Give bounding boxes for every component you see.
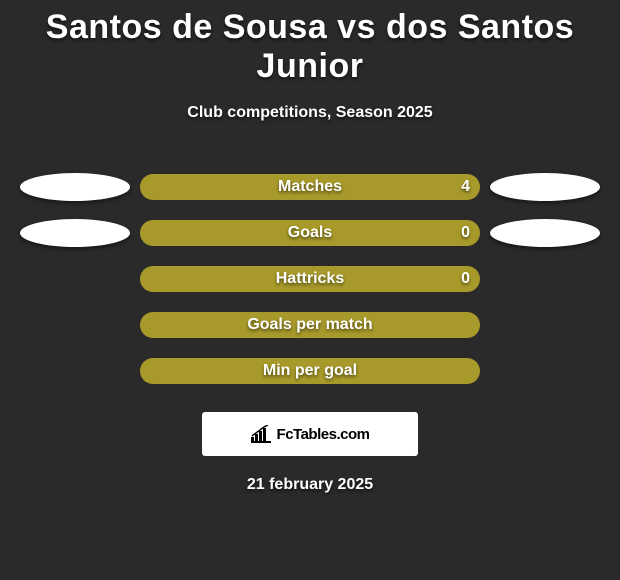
page-subtitle: Club competitions, Season 2025: [0, 104, 620, 122]
stat-row: Goals per match: [0, 302, 620, 348]
left-ellipse: [20, 173, 130, 201]
stat-label: Matches: [278, 178, 342, 196]
stat-bar: Goals per match: [140, 312, 480, 338]
stat-label: Hattricks: [276, 270, 344, 288]
stat-row: Goals 0: [0, 210, 620, 256]
stat-row: Min per goal: [0, 348, 620, 394]
stat-value: 0: [461, 224, 470, 242]
stat-rows: Matches 4 Goals 0 Hattricks 0 Goals: [0, 164, 620, 394]
stat-label: Min per goal: [263, 362, 357, 380]
comparison-card: Santos de Sousa vs dos Santos Junior Clu…: [0, 0, 620, 494]
brand-badge: FcTables.com: [202, 412, 418, 456]
stat-row: Matches 4: [0, 164, 620, 210]
stat-bar: Goals 0: [140, 220, 480, 246]
stat-value: 0: [461, 270, 470, 288]
stat-value: 4: [461, 178, 470, 196]
brand-text: FcTables.com: [277, 426, 370, 443]
right-ellipse: [490, 219, 600, 247]
right-ellipse: [490, 173, 600, 201]
stat-bar: Hattricks 0: [140, 266, 480, 292]
stat-bar: Matches 4: [140, 174, 480, 200]
left-ellipse: [20, 219, 130, 247]
stat-bar: Min per goal: [140, 358, 480, 384]
page-title: Santos de Sousa vs dos Santos Junior: [0, 0, 620, 86]
stat-label: Goals per match: [247, 316, 372, 334]
stat-label: Goals: [288, 224, 332, 242]
footer-date: 21 february 2025: [0, 476, 620, 494]
chart-icon: [251, 425, 271, 443]
stat-row: Hattricks 0: [0, 256, 620, 302]
